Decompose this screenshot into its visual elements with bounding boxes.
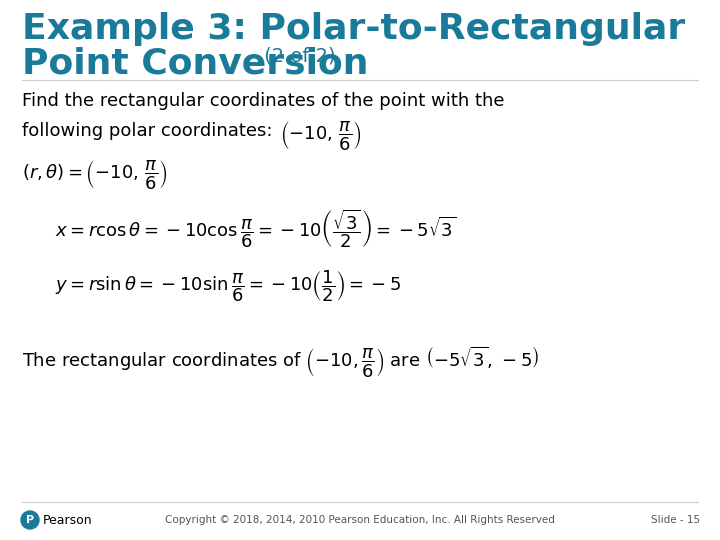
Text: $y = r\sin\theta = -10\sin\dfrac{\pi}{6} = -10\left(\dfrac{1}{2}\right) = -5$: $y = r\sin\theta = -10\sin\dfrac{\pi}{6}…	[55, 268, 401, 303]
Text: The rectangular coordinates of $\left(-10,\dfrac{\pi}{6}\right)$ are $\left(-5\s: The rectangular coordinates of $\left(-1…	[22, 345, 539, 380]
Text: Pearson: Pearson	[43, 514, 93, 526]
Text: $\left(-10,\,\dfrac{\pi}{6}\right)$: $\left(-10,\,\dfrac{\pi}{6}\right)$	[280, 119, 361, 152]
Text: $x = r\cos\theta = -10\cos\dfrac{\pi}{6} = -10\left(\dfrac{\sqrt{3}}{2}\right) =: $x = r\cos\theta = -10\cos\dfrac{\pi}{6}…	[55, 207, 456, 249]
Text: following polar coordinates:: following polar coordinates:	[22, 122, 278, 140]
Text: Slide - 15: Slide - 15	[651, 515, 700, 525]
Text: Point Conversion: Point Conversion	[22, 46, 369, 80]
Text: Copyright © 2018, 2014, 2010 Pearson Education, Inc. All Rights Reserved: Copyright © 2018, 2014, 2010 Pearson Edu…	[165, 515, 555, 525]
Text: P: P	[26, 515, 34, 525]
Circle shape	[21, 511, 39, 529]
Text: Find the rectangular coordinates of the point with the: Find the rectangular coordinates of the …	[22, 92, 505, 110]
Text: $(r,\theta)=\left(-10,\,\dfrac{\pi}{6}\right)$: $(r,\theta)=\left(-10,\,\dfrac{\pi}{6}\r…	[22, 158, 167, 191]
Text: (2 of 2): (2 of 2)	[258, 46, 336, 65]
Text: Example 3: Polar-to-Rectangular: Example 3: Polar-to-Rectangular	[22, 12, 685, 46]
